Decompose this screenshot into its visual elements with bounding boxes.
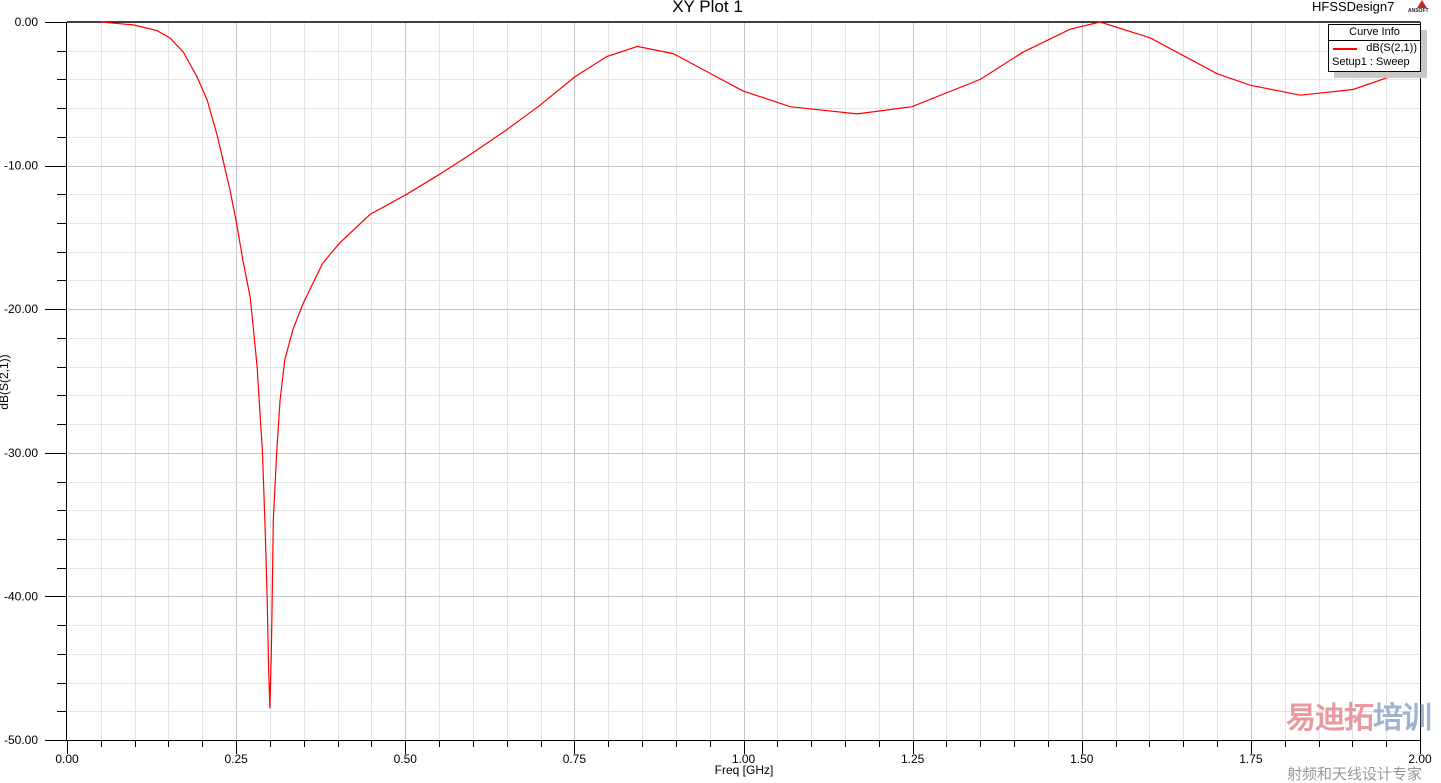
y-axis-label: dB(S(2,1)) (0, 354, 11, 410)
legend-setup: Setup1 : Sweep (1332, 56, 1410, 68)
chart-title: XY Plot 1 (672, 0, 743, 16)
x-tick-label: 1.75 (1239, 752, 1263, 766)
watermark-tagline: 射频和天线设计专家 (1287, 765, 1423, 783)
x-tick-label: 1.50 (1070, 752, 1094, 766)
y-tick-label: -10.00 (4, 159, 38, 173)
y-tick-label: -20.00 (4, 302, 38, 316)
y-tick-label: 0.00 (15, 15, 39, 29)
legend-entry: dB(S(2,1)) (1329, 41, 1420, 55)
y-tick-label: -30.00 (4, 446, 38, 460)
series-line-dB-S21 (100, 21, 1421, 709)
design-name: HFSSDesign7 (1312, 0, 1395, 14)
tick-labels: 0.00 0.25 0.50 0.75 1.00 1.25 1.50 1.75 2.00 0.00… (4, 15, 1432, 766)
x-tick-label: 1.00 (732, 752, 756, 766)
axes (45, 21, 1421, 754)
y-tick-label: -50.00 (4, 733, 38, 747)
legend-title: Curve Info (1329, 25, 1420, 41)
y-tick-label: -40.00 (4, 589, 38, 603)
watermark-brand: 易迪拓培训 (1286, 702, 1432, 735)
grid (67, 22, 1420, 740)
watermark-brand-a: 易迪拓 (1286, 702, 1374, 735)
x-tick-label: 0.75 (563, 752, 587, 766)
x-tick-label: 1.25 (901, 752, 925, 766)
x-axis-label: Freq [GHz] (714, 763, 774, 777)
x-tick-label: 2.00 (1408, 752, 1432, 766)
legend-curve-name: dB(S(2,1)) (1366, 42, 1417, 54)
watermark-brand-b: 培训 (1373, 702, 1432, 735)
x-tick-label: 0.50 (394, 752, 418, 766)
legend[interactable]: Curve Info dB(S(2,1)) Setup1 : Sweep (1328, 24, 1421, 72)
legend-swatch (1333, 48, 1357, 50)
logo-triangle-icon (1417, 0, 1427, 8)
x-tick-label: 0.25 (224, 752, 248, 766)
ansoft-logo: ANSOFT (1408, 0, 1436, 16)
x-tick-label: 0.00 (55, 752, 79, 766)
logo-text: ANSOFT (1408, 8, 1429, 14)
